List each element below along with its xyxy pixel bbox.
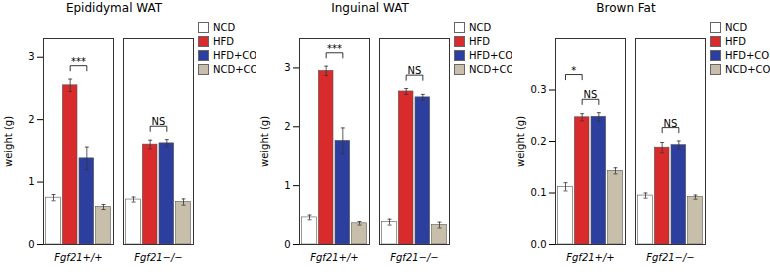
svg-text:***: *** <box>327 43 342 54</box>
html-text:Epididymal WAT: Epididymal WAT <box>65 1 163 15</box>
html-text:NCD+CO: NCD+CO <box>213 64 259 75</box>
svg-text:0.2: 0.2 <box>531 136 547 147</box>
svg-text:3: 3 <box>28 51 34 62</box>
svg-text:Fgf21+/+: Fgf21+/+ <box>54 252 102 263</box>
svg-text:3: 3 <box>284 62 290 73</box>
html-text:Inguinal WAT: Inguinal WAT <box>331 1 409 15</box>
html-text:NCD: NCD <box>469 22 492 33</box>
svg-text:1: 1 <box>28 176 34 187</box>
svg-text:weight (g): weight (g) <box>259 116 270 167</box>
svg-text:0: 0 <box>28 239 34 250</box>
html-text:NCD: NCD <box>213 22 236 33</box>
svg-text:Fgf21−/−: Fgf21−/− <box>390 252 438 263</box>
html-text:NCD+CO: NCD+CO <box>725 64 770 75</box>
svg-text:0.0: 0.0 <box>531 239 547 250</box>
svg-text:NS: NS <box>408 65 422 76</box>
svg-text:1: 1 <box>284 180 290 191</box>
html-text:NCD+CO: NCD+CO <box>469 64 515 75</box>
html-text:HFD+CO: HFD+CO <box>725 50 770 61</box>
svg-text:0.3: 0.3 <box>531 84 547 95</box>
html-text:NCD: NCD <box>725 22 748 33</box>
html-text:HFD+CO: HFD+CO <box>213 50 258 61</box>
svg-text:Fgf21−/−: Fgf21−/− <box>646 252 694 263</box>
svg-text:*: * <box>571 65 576 76</box>
html-text:HFD+CO: HFD+CO <box>469 50 514 61</box>
svg-text:NS: NS <box>664 118 678 129</box>
html-text:HFD: HFD <box>213 36 234 47</box>
svg-text:***: *** <box>71 56 86 67</box>
svg-text:2: 2 <box>284 121 290 132</box>
html-text:HFD: HFD <box>725 36 746 47</box>
svg-text:2: 2 <box>28 114 34 125</box>
svg-text:0: 0 <box>284 239 290 250</box>
svg-text:NS: NS <box>584 89 598 100</box>
svg-text:0.1: 0.1 <box>531 187 547 198</box>
svg-text:Fgf21−/−: Fgf21−/− <box>134 252 182 263</box>
svg-text:Fgf21+/+: Fgf21+/+ <box>310 252 358 263</box>
svg-text:NS: NS <box>152 116 166 127</box>
html-text:Brown Fat: Brown Fat <box>596 1 656 15</box>
svg-text:weight (g): weight (g) <box>515 116 526 167</box>
html-text:HFD: HFD <box>469 36 490 47</box>
svg-text:Fgf21+/+: Fgf21+/+ <box>566 252 614 263</box>
svg-text:weight (g): weight (g) <box>3 116 14 167</box>
